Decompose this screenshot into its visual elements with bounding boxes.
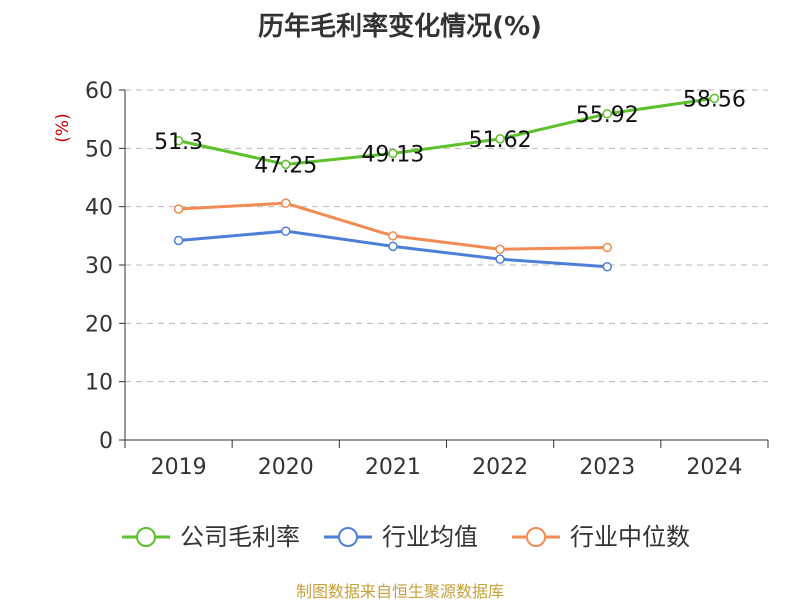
data-point: [495, 254, 505, 264]
data-point: [495, 244, 505, 254]
source-note: 制图数据来自恒生聚源数据库: [295, 582, 504, 601]
y-tick-label: 30: [85, 254, 113, 279]
legend-item-0[interactable]: 公司毛利率: [122, 523, 300, 551]
x-tick-label: 2019: [151, 455, 207, 480]
y-tick-label: 40: [85, 196, 113, 221]
data-label: 55.92: [576, 103, 639, 128]
legend-item-2[interactable]: 行业中位数: [512, 523, 690, 551]
legend-label: 行业中位数: [570, 523, 690, 551]
legend-swatch-marker: [136, 527, 156, 547]
data-point: [388, 231, 398, 241]
legend-swatch-marker: [526, 527, 546, 547]
x-tick-label: 2023: [579, 455, 635, 480]
y-axis-unit-label: (%): [53, 113, 73, 142]
x-tick-label: 2020: [258, 455, 314, 480]
data-point: [173, 235, 184, 246]
data-point: [281, 159, 291, 170]
series-line-0: [178, 96, 715, 166]
data-point: [173, 204, 184, 214]
data-point: [709, 93, 720, 104]
data-point: [602, 262, 612, 272]
grid-lines: [125, 89, 768, 383]
y-tick-labels: 0 10 20 30 40 50 60: [85, 79, 113, 454]
x-tick-labels: 2019 2020 2021 2022 2023 2024: [151, 455, 743, 480]
data-point: [602, 242, 612, 253]
data-label: 47.25: [254, 153, 317, 178]
data-point: [388, 148, 398, 159]
series-lines: [173, 93, 720, 272]
data-label: 51.62: [469, 128, 532, 153]
legend-swatch-marker: [338, 527, 358, 547]
legend-label: 公司毛利率: [180, 523, 300, 551]
data-point: [281, 226, 291, 236]
legend[interactable]: 公司毛利率 行业均值 行业中位数: [122, 523, 690, 551]
data-point: [173, 136, 184, 146]
y-tick-label: 50: [85, 137, 113, 162]
data-point: [388, 241, 398, 252]
y-tick-label: 10: [85, 371, 113, 396]
legend-item-1[interactable]: 行业均值: [324, 523, 478, 551]
data-point: [495, 134, 505, 144]
legend-label: 行业均值: [382, 523, 478, 551]
x-tick-label: 2022: [472, 455, 528, 480]
data-point: [602, 109, 612, 119]
data-label: 49.13: [361, 142, 424, 167]
data-labels: 51.3 47.25 49.13 51.62 55.92 58.56: [154, 87, 746, 178]
chart-title: 历年毛利率变化情况(%): [258, 12, 542, 42]
y-tick-label: 0: [99, 429, 113, 454]
data-label: 51.3: [154, 130, 203, 155]
y-tick-label: 20: [85, 312, 113, 337]
x-tick-label: 2024: [686, 455, 742, 480]
x-tick-label: 2021: [365, 455, 421, 480]
axes: [119, 89, 769, 448]
y-tick-label: 60: [85, 79, 113, 104]
data-point: [281, 198, 291, 208]
data-label: 58.56: [683, 87, 746, 112]
